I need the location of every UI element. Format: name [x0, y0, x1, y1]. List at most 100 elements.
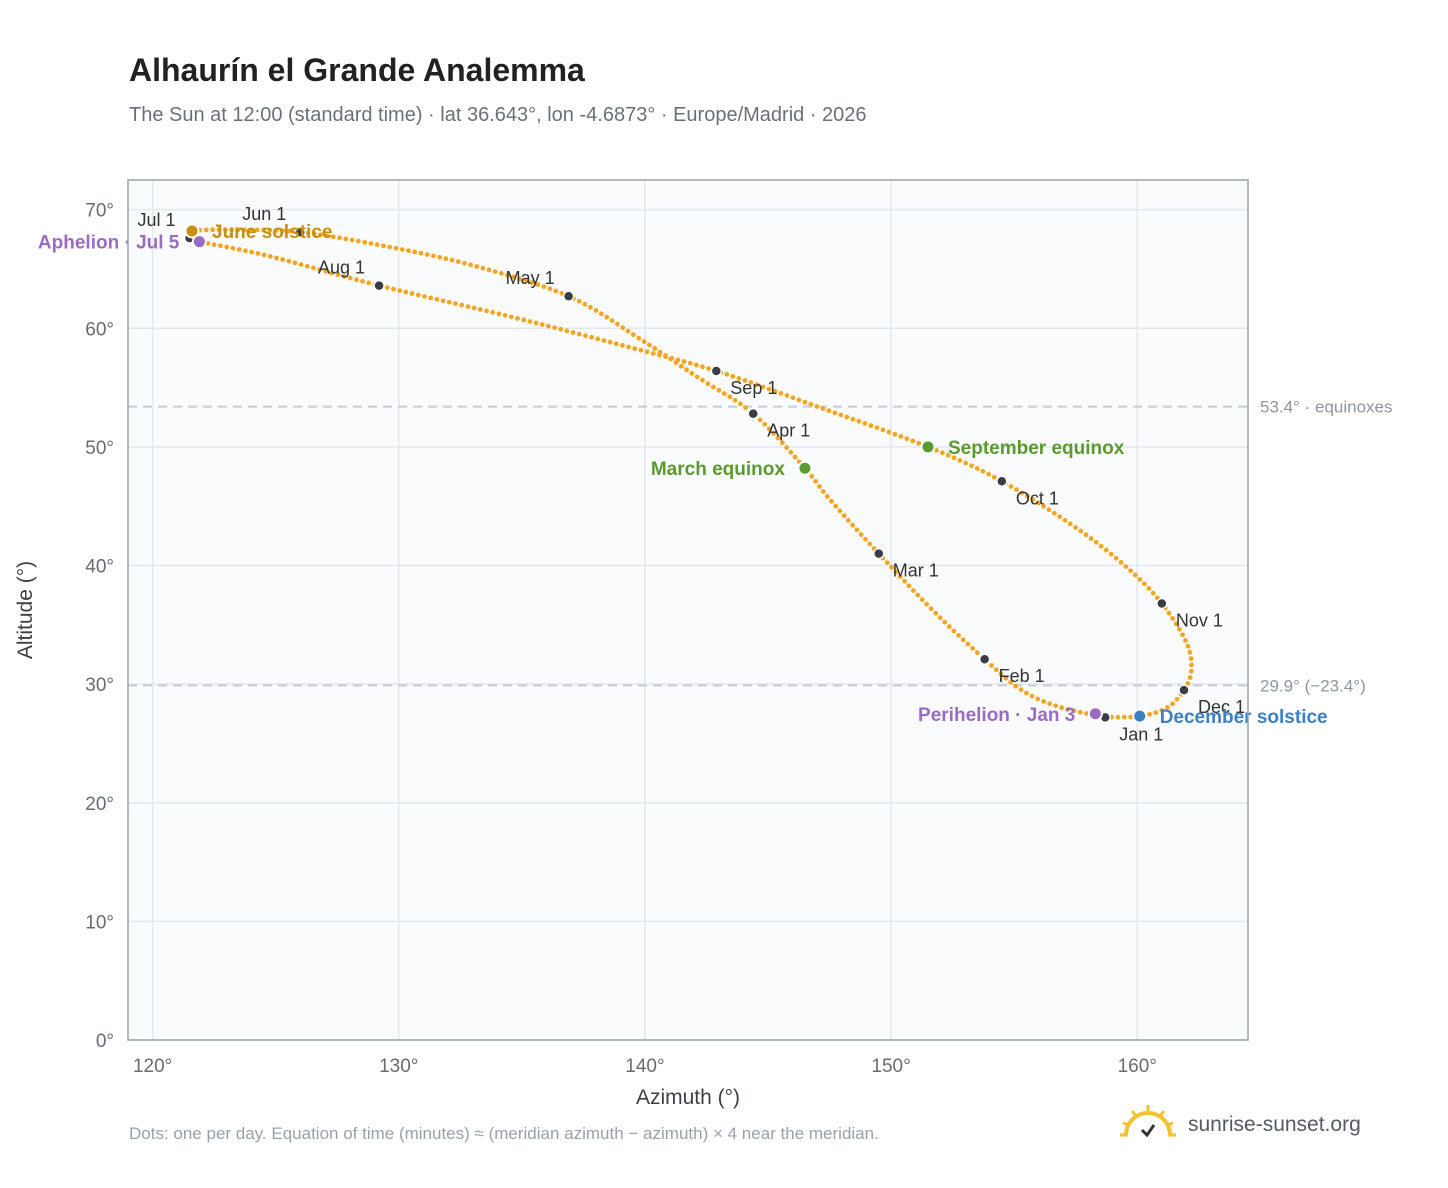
daily-dot	[675, 357, 681, 363]
daily-dot	[989, 663, 994, 668]
daily-dot	[663, 354, 669, 360]
month-marker	[562, 290, 575, 302]
daily-dot	[523, 278, 529, 284]
daily-dot	[788, 449, 794, 455]
daily-dot	[898, 434, 904, 439]
x-tick-label: 130°	[379, 1056, 418, 1077]
daily-dot	[490, 309, 496, 315]
daily-dot	[1142, 581, 1147, 587]
daily-dot	[928, 606, 934, 612]
daily-dot	[757, 417, 763, 423]
y-axis-label: Altitude (°)	[14, 561, 37, 659]
daily-dot	[1053, 703, 1059, 709]
daily-dot	[1118, 559, 1124, 565]
daily-dot	[1128, 714, 1134, 720]
daily-dot	[236, 247, 242, 252]
daily-dot	[397, 288, 403, 294]
daily-dot	[1189, 662, 1194, 668]
daily-dot	[892, 431, 898, 437]
daily-dot	[1132, 572, 1138, 578]
event-marker	[1132, 708, 1148, 724]
plot-area	[128, 180, 1248, 1040]
month-marker	[373, 279, 385, 292]
brand-name: sunrise-sunset.org	[1188, 1113, 1361, 1136]
daily-dot	[496, 311, 502, 317]
daily-dot	[274, 255, 279, 261]
daily-dot	[508, 314, 514, 320]
daily-dot	[254, 227, 260, 233]
daily-dot	[808, 401, 814, 407]
daily-dot	[960, 637, 966, 643]
daily-dot	[678, 363, 684, 369]
daily-dot	[1098, 543, 1104, 549]
daily-dot	[809, 473, 815, 479]
event-marker	[920, 439, 936, 455]
daily-dot	[570, 330, 576, 335]
daily-dot	[576, 298, 582, 304]
daily-dot	[850, 416, 856, 422]
daily-dot	[705, 381, 711, 387]
daily-dot	[1035, 500, 1041, 506]
daily-dot	[772, 388, 778, 394]
y-tick-label: 50°	[85, 438, 114, 459]
daily-dot	[1078, 528, 1084, 534]
daily-dot	[412, 249, 418, 255]
daily-dot	[368, 241, 374, 246]
daily-dot	[424, 252, 430, 257]
daily-dot	[916, 440, 922, 446]
daily-dot	[792, 454, 798, 460]
daily-dot	[657, 352, 662, 358]
daily-dot	[844, 414, 850, 420]
daily-dot	[880, 427, 886, 433]
daily-dot	[620, 325, 626, 331]
daily-dot	[775, 435, 781, 441]
daily-dot	[286, 228, 292, 234]
daily-dot	[1008, 484, 1014, 489]
daily-dot	[292, 260, 298, 266]
daily-dot	[267, 254, 273, 259]
daily-dot	[505, 272, 510, 278]
daily-dot	[893, 569, 899, 575]
daily-dot	[784, 393, 790, 398]
daily-dot	[267, 227, 273, 233]
event-markers: March equinox September equinox June solst…	[38, 222, 1328, 728]
daily-dot	[710, 384, 716, 390]
y-tick-label: 0°	[96, 1031, 114, 1052]
month-label: Oct 1	[1016, 488, 1059, 508]
daily-dot	[700, 364, 705, 370]
daily-dot	[533, 320, 539, 326]
daily-dot	[856, 418, 862, 424]
daily-dot	[455, 259, 461, 265]
daily-dot	[1103, 547, 1109, 553]
brand[interactable]: sunrise-sunset.org	[1120, 1102, 1361, 1148]
daily-dot	[230, 245, 236, 251]
daily-dot	[790, 395, 796, 401]
daily-dot	[1062, 517, 1068, 523]
daily-dot	[409, 291, 415, 296]
daily-dot	[541, 284, 547, 290]
daily-dot	[814, 404, 820, 409]
daily-dot	[784, 445, 789, 450]
daily-dot	[422, 294, 427, 299]
daily-dot	[684, 367, 689, 373]
daily-dot	[652, 346, 658, 351]
daily-dot	[1041, 699, 1047, 704]
daily-dot	[817, 484, 822, 489]
daily-dot	[535, 282, 541, 287]
daily-dot	[681, 359, 687, 364]
month-label: Feb 1	[999, 666, 1045, 686]
daily-dot	[304, 263, 310, 269]
daily-dot	[1041, 503, 1047, 509]
daily-dot	[736, 375, 742, 381]
daily-dot	[1177, 626, 1182, 632]
daily-dot	[813, 478, 819, 484]
daily-dot	[280, 228, 286, 234]
daily-dot	[886, 429, 892, 435]
daily-dot	[986, 471, 992, 477]
daily-dot	[1183, 637, 1188, 643]
daily-dot	[625, 328, 631, 334]
daily-dot	[1153, 710, 1159, 716]
daily-dot	[298, 262, 304, 267]
daily-dot	[337, 235, 342, 241]
y-tick-label: 70°	[85, 201, 114, 222]
